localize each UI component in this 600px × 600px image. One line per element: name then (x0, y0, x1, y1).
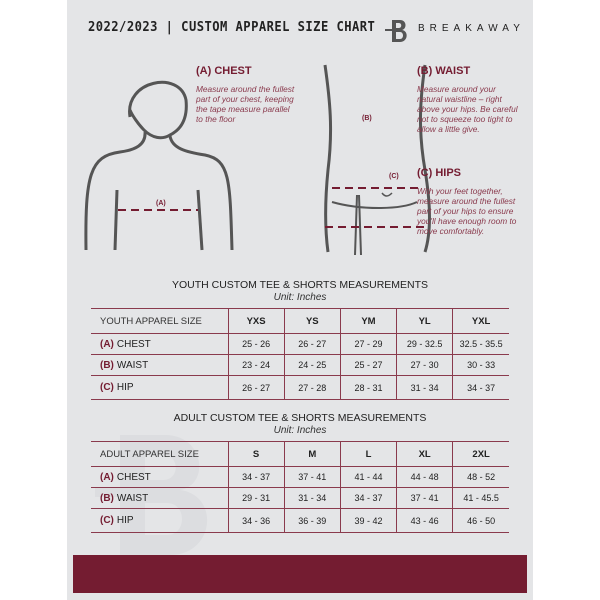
cell: 34 - 37 (339, 487, 397, 509)
size-header: S (227, 441, 285, 467)
cell: 34 - 37 (452, 375, 509, 400)
adult-table-title: ADULT CUSTOM TEE & SHORTS MEASUREMENTS (173, 412, 427, 424)
hips-heading: (C) HIPS (417, 167, 461, 179)
cell: 48 - 52 (452, 466, 509, 488)
cell: 26 - 27 (227, 375, 285, 400)
cell: 41 - 45.5 (452, 487, 509, 509)
cell: 25 - 26 (227, 333, 285, 355)
hips-marker: (C) (389, 173, 399, 180)
row-letter: (C) (100, 382, 114, 393)
cell: 24 - 25 (283, 354, 341, 376)
table-header-row: YOUTH APPAREL SIZE YXS YS YM YL YXL (91, 308, 509, 334)
table-row: (A) CHEST 34 - 37 37 - 41 41 - 44 44 - 48 48 … (91, 466, 509, 488)
waist-marker: (B) (362, 115, 372, 122)
chest-heading: (A) CHEST (196, 65, 252, 77)
chest-instructions: Measure around the fullest part of your … (196, 84, 295, 124)
row-name: CHEST (116, 471, 151, 483)
row-letter: (C) (100, 515, 114, 526)
cell: 28 - 31 (339, 375, 397, 400)
cell: 27 - 28 (283, 375, 341, 400)
breakaway-logo-icon (385, 20, 407, 42)
row-name: HIP (116, 382, 134, 393)
cell: 29 - 32.5 (396, 333, 453, 355)
row-letter: (A) (100, 338, 114, 350)
cell: 30 - 33 (452, 354, 509, 376)
cell: 39 - 42 (339, 508, 397, 533)
youth-size-table: YOUTH APPAREL SIZE YXS YS YM YL YXL (A) CHEST… (91, 308, 509, 400)
table-row: (B) WAIST 23 - 24 24 - 25 25 - 27 27 - 30 30 … (91, 354, 509, 376)
row-letter: (A) (100, 471, 114, 483)
size-header: M (283, 441, 341, 467)
cell: 32.5 - 35.5 (452, 333, 509, 355)
size-header: L (339, 441, 397, 467)
row-name: CHEST (116, 338, 151, 350)
table-row: (C) HIP 34 - 36 36 - 39 39 - 42 43 - 46 46 - … (91, 508, 509, 533)
hips-instructions: With your feet together, measure around … (417, 186, 517, 236)
size-header: 2XL (452, 441, 509, 467)
cell: 27 - 29 (339, 333, 397, 355)
youth-unit: Unit: Inches (273, 292, 327, 303)
cell: 43 - 46 (396, 508, 453, 533)
table-row: (C) HIP 26 - 27 27 - 28 28 - 31 31 - 34 34 - … (91, 375, 509, 400)
waist-instructions: Measure around your natural waistline – … (417, 84, 518, 134)
header-label: ADULT APPAREL SIZE (91, 441, 228, 467)
cell: 26 - 27 (283, 333, 341, 355)
size-header: YL (396, 308, 453, 334)
brand-name: BREAKAWAY (418, 23, 525, 34)
cell: 29 - 31 (227, 487, 285, 509)
size-header: YM (339, 308, 397, 334)
adult-size-table: ADULT APPAREL SIZE S M L XL 2XL (A) CHEST 34 … (91, 441, 509, 533)
adult-unit: Unit: Inches (273, 425, 327, 436)
table-row: (A) CHEST 25 - 26 26 - 27 27 - 29 29 - 32.5 3… (91, 333, 509, 355)
page-title: 2022/2023 | CUSTOM APPAREL SIZE CHART (88, 19, 376, 35)
lower-body-figure (323, 64, 431, 256)
row-label: (B) WAIST (91, 354, 228, 376)
row-name: WAIST (116, 359, 149, 371)
cell: 27 - 30 (396, 354, 453, 376)
cell: 31 - 34 (396, 375, 453, 400)
size-header: XL (396, 441, 453, 467)
cell: 36 - 39 (283, 508, 341, 533)
row-letter: (B) (100, 492, 114, 504)
row-label: (C) HIP (91, 375, 228, 400)
header-label: YOUTH APPAREL SIZE (91, 308, 228, 334)
row-label: (B) WAIST (91, 487, 228, 509)
size-header: YXL (452, 308, 509, 334)
cell: 44 - 48 (396, 466, 453, 488)
row-label: (A) CHEST (91, 466, 228, 488)
cell: 25 - 27 (339, 354, 397, 376)
row-name: HIP (116, 515, 134, 526)
size-header: YXS (227, 308, 285, 334)
size-header: YS (283, 308, 341, 334)
cell: 41 - 44 (339, 466, 397, 488)
cell: 37 - 41 (396, 487, 453, 509)
row-label: (C) HIP (91, 508, 228, 533)
body-figures (84, 64, 431, 256)
cell: 31 - 34 (283, 487, 341, 509)
waist-heading: (B) WAIST (417, 65, 471, 77)
footer-bar (73, 555, 527, 593)
row-letter: (B) (100, 359, 114, 371)
youth-table-title: YOUTH CUSTOM TEE & SHORTS MEASUREMENTS (171, 279, 429, 291)
cell: 34 - 37 (227, 466, 285, 488)
cell: 34 - 36 (227, 508, 285, 533)
row-name: WAIST (116, 492, 149, 504)
table-row: (B) WAIST 29 - 31 31 - 34 34 - 37 37 - 41 41 … (91, 487, 509, 509)
row-label: (A) CHEST (91, 333, 228, 355)
upper-body-figure (84, 80, 234, 251)
chest-marker: (A) (156, 200, 166, 207)
table-header-row: ADULT APPAREL SIZE S M L XL 2XL (91, 441, 509, 467)
cell: 23 - 24 (227, 354, 285, 376)
cell: 37 - 41 (283, 466, 341, 488)
cell: 46 - 50 (452, 508, 509, 533)
